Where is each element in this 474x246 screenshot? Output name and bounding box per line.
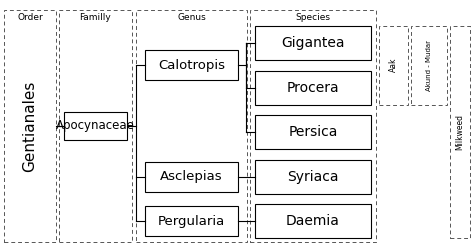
Bar [411,26,447,105]
Bar [450,26,470,238]
Bar [145,162,238,191]
Text: Asclepias: Asclepias [160,170,223,183]
Text: Familly: Familly [80,14,111,22]
Text: Species: Species [295,14,330,22]
Text: Pergularia: Pergularia [158,215,225,228]
Text: Syriaca: Syriaca [287,169,339,184]
Bar [250,10,376,242]
Text: Calotropis: Calotropis [158,59,225,72]
Bar [145,206,238,236]
Bar [145,50,238,80]
Text: Gigantea: Gigantea [281,36,345,50]
Bar [255,71,371,105]
Bar [255,115,371,149]
Text: Genus: Genus [177,14,206,22]
Bar [59,10,132,242]
Bar [4,10,56,242]
Text: Procera: Procera [287,80,339,94]
Text: Order: Order [17,14,43,22]
Text: Daemia: Daemia [286,214,340,228]
Bar [255,26,371,60]
Bar [379,26,408,105]
Text: Apocynaceae: Apocynaceae [56,120,135,133]
Text: Persica: Persica [288,125,337,139]
Text: Aak: Aak [389,58,398,73]
Text: Milkweed: Milkweed [456,114,465,150]
Bar [64,112,127,140]
Bar [136,10,247,242]
Bar [255,204,371,238]
Text: Gentianales: Gentianales [22,80,37,172]
Text: Akund - Mudar: Akund - Mudar [426,40,432,91]
Bar [255,159,371,194]
